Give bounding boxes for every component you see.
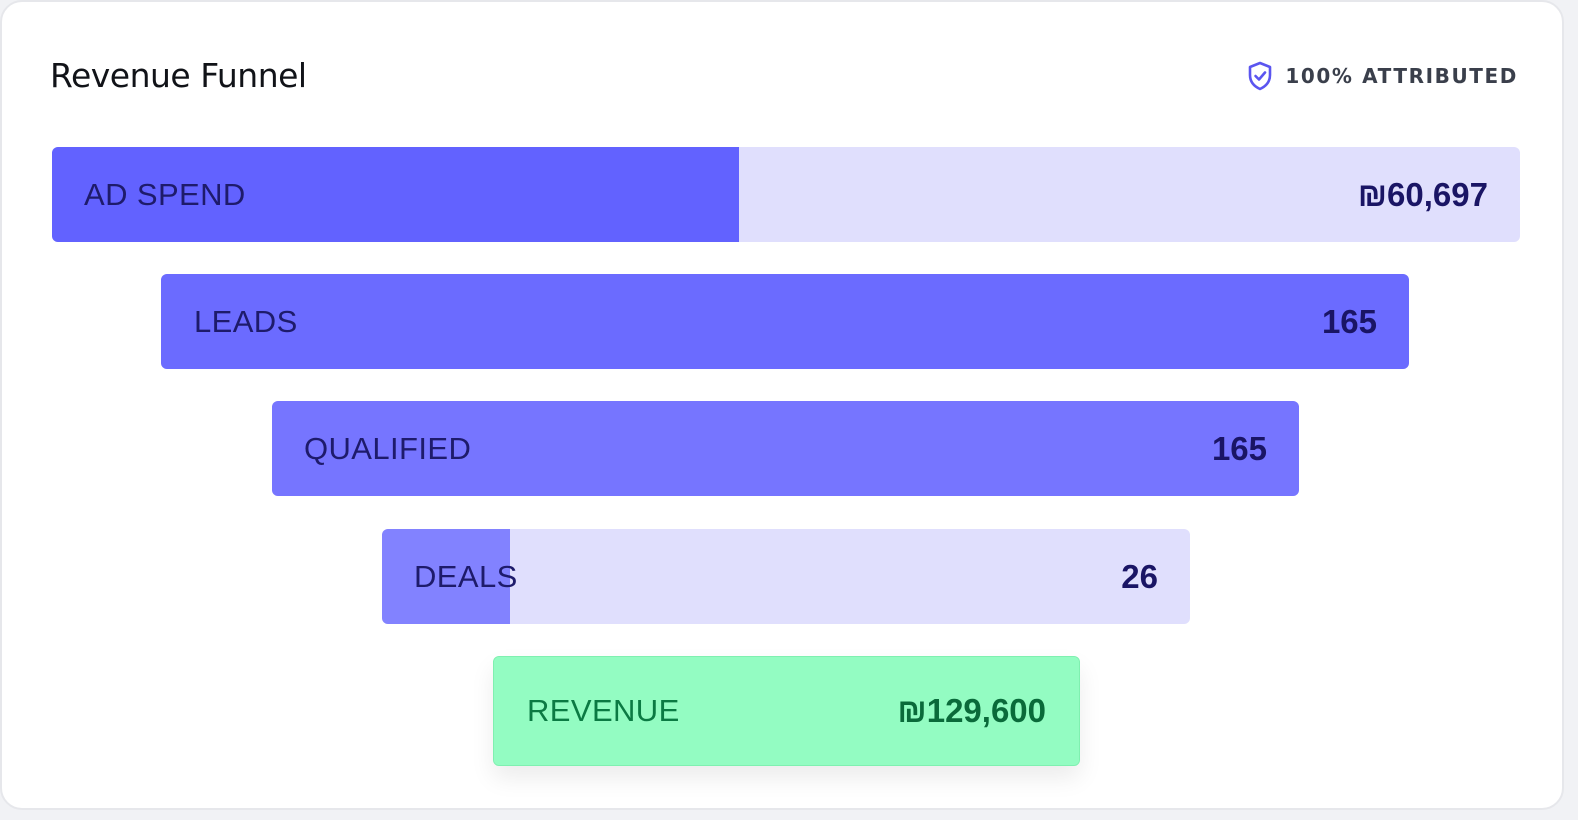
- funnel-stage-label: REVENUE: [527, 693, 680, 728]
- funnel-stage-label: QUALIFIED: [304, 430, 472, 466]
- funnel-bar-fill: [272, 401, 1299, 496]
- funnel-stage-label: AD SPEND: [84, 176, 246, 212]
- funnel-stage-qualified: QUALIFIED 165: [272, 401, 1299, 496]
- attribution-badge: 100% ATTRIBUTED: [1247, 58, 1518, 94]
- attribution-badge-label: 100% ATTRIBUTED: [1285, 64, 1518, 88]
- funnel-stage-value: 26: [1121, 557, 1158, 595]
- revenue-funnel-card: Revenue Funnel 100% ATTRIBUTED AD SPEND …: [0, 0, 1564, 810]
- funnel-stage-revenue: REVENUE ₪129,600: [493, 656, 1080, 766]
- card-title: Revenue Funnel: [50, 56, 307, 95]
- funnel-stage-ad-spend: AD SPEND ₪60,697: [52, 147, 1520, 242]
- funnel-stage-value: 165: [1321, 302, 1377, 340]
- funnel-stage-value: ₪60,697: [1357, 175, 1488, 213]
- funnel-stage-deals: DEALS 26: [382, 529, 1190, 624]
- funnel-stage-label: DEALS: [414, 558, 518, 594]
- funnel-bar-fill: [161, 274, 1409, 369]
- funnel-bar-fill: [382, 529, 510, 624]
- shield-check-icon: [1247, 61, 1273, 91]
- funnel-stage-value: ₪129,600: [897, 692, 1046, 729]
- funnel-stage-leads: LEADS 165: [161, 274, 1409, 369]
- funnel-bar-fill: [494, 657, 1079, 765]
- funnel-stage-label: LEADS: [194, 303, 298, 339]
- funnel-stage-value: 165: [1211, 429, 1267, 467]
- funnel-bar-fill: [52, 147, 740, 242]
